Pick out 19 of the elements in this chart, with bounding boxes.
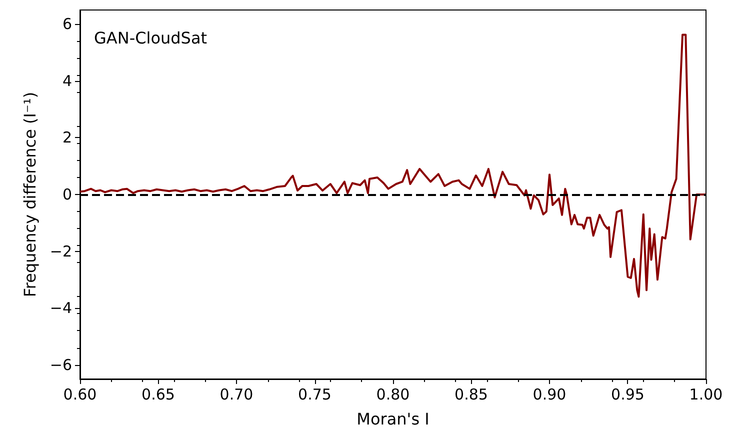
y-tick-label: 6 (62, 15, 72, 34)
y-tick-label: −2 (50, 242, 72, 260)
y-axis-title: Frequency difference (I⁻¹) (20, 92, 40, 298)
y-tick-label: 4 (62, 72, 72, 90)
x-axis-title: Moran's I (356, 410, 430, 428)
x-tick-label: 0.75 (298, 386, 332, 404)
y-tick-label: 0 (62, 186, 72, 204)
x-tick-label: 0.85 (454, 386, 488, 404)
x-tick-label: 0.95 (611, 386, 644, 404)
x-tick-label: 0.70 (220, 386, 254, 404)
annotation: GAN-CloudSat (94, 28, 208, 48)
x-tick-label: 0.60 (63, 386, 97, 404)
x-tick-label: 0.65 (142, 386, 175, 404)
x-tick-label: 0.80 (376, 386, 410, 404)
y-tick-label: −4 (50, 299, 72, 318)
x-tick-label: 0.90 (532, 386, 566, 404)
y-tick-label: −6 (50, 356, 72, 374)
x-tick-label: 1.00 (689, 386, 723, 404)
y-tick-label: 2 (62, 128, 72, 147)
